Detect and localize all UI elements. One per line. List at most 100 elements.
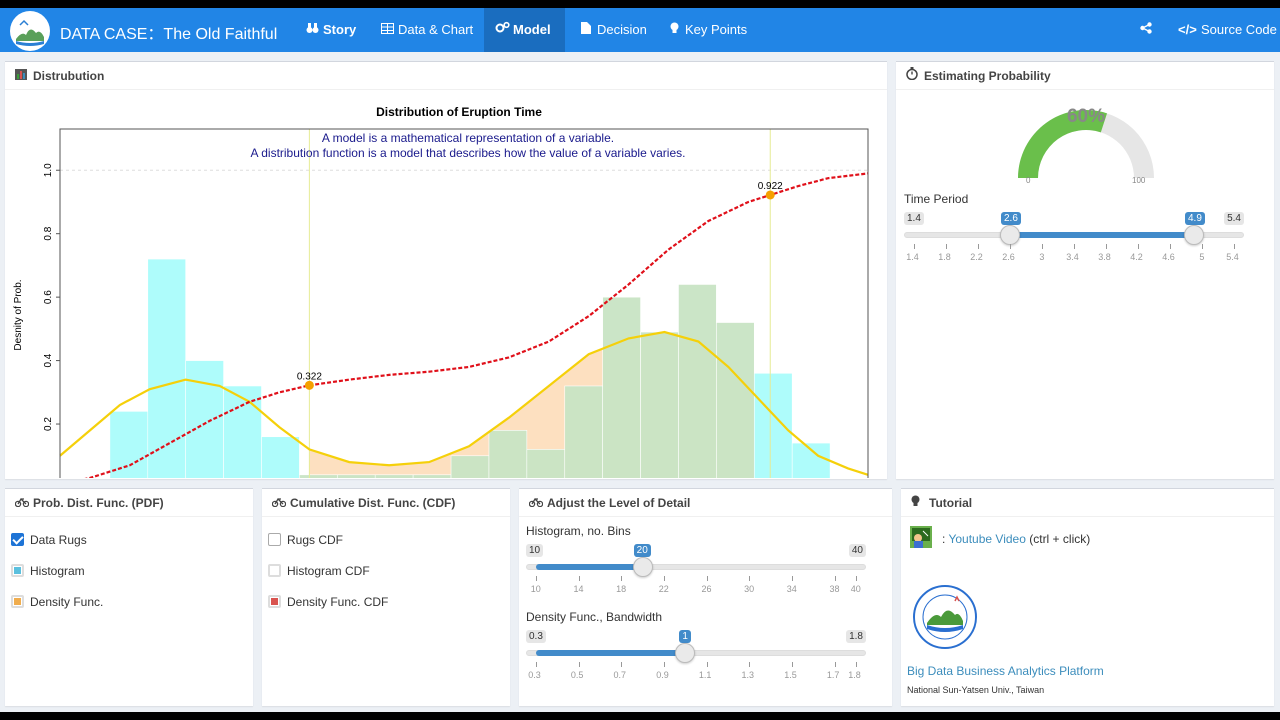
- bandwidth-label: Density Func., Bandwidth: [526, 610, 663, 624]
- bicycle-icon: [271, 489, 287, 517]
- slider-handle[interactable]: [675, 643, 696, 663]
- slider-tick-label: 1.7: [826, 670, 840, 680]
- slider-tick: [1202, 244, 1203, 249]
- slider-tick: [1074, 244, 1075, 249]
- slider-tick-label: 1.3: [741, 670, 755, 680]
- slider-handle-from[interactable]: [1000, 225, 1020, 245]
- checkbox-icon[interactable]: [11, 595, 24, 608]
- nav-data-chart[interactable]: Data & Chart: [369, 8, 483, 52]
- slider-tick: [664, 576, 665, 581]
- share-button[interactable]: [1128, 8, 1167, 52]
- histogram-bar-4: [261, 436, 300, 478]
- cdf-panel-header: Cumulative Dist. Func. (CDF): [262, 489, 510, 517]
- slider-tick-label: 34: [786, 584, 797, 594]
- slider-tick: [536, 662, 537, 667]
- checkbox-icon[interactable]: [268, 533, 281, 546]
- time-period-slider[interactable]: 1.4 5.4 2.6 4.9 1.4 1.8 2.2 2.6 3 3.4 3.8 4.2 4.6 5 5.…: [904, 212, 1244, 272]
- histogram-label: Histogram: [30, 564, 85, 578]
- slider-tick-label: 0.5: [570, 670, 584, 680]
- detail-panel: Adjust the Level of Detail: [519, 488, 892, 706]
- slider-track[interactable]: [526, 564, 866, 570]
- rugs-cdf-checkbox[interactable]: Rugs CDF: [268, 531, 343, 549]
- bandwidth-slider[interactable]: 0.3 1.8 1 0.3 0.5 0.7 0.9 1.1 1.3 1.5 1.7 1.8: [526, 630, 866, 690]
- platform-link[interactable]: Big Data Business Analytics Platform: [907, 664, 1104, 678]
- histogram-bar-6: [337, 474, 376, 478]
- histogram-cdf-checkbox[interactable]: Histogram CDF: [268, 562, 370, 580]
- slider-tick: [536, 576, 537, 581]
- density-func-checkbox[interactable]: Density Func.: [11, 593, 103, 611]
- slider-tick-label: 26: [701, 584, 712, 594]
- slider-tick: [749, 576, 751, 581]
- slider-tick: [856, 576, 857, 581]
- checkbox-checked-icon[interactable]: [11, 533, 24, 546]
- bins-label: Histogram, no. Bins: [526, 524, 631, 538]
- histogram-bar-18: [791, 442, 831, 478]
- tutorial-suffix: (ctrl + click): [1029, 532, 1091, 546]
- tutorial-title: Tutorial: [929, 496, 973, 510]
- top-navbar: DATA CASE：The Old Faithful Story Data & …: [0, 8, 1280, 52]
- pdf-title: Prob. Dist. Func. (PDF): [33, 496, 164, 510]
- binoculars-icon: [304, 8, 320, 52]
- code-icon: </>: [1178, 22, 1197, 37]
- slider-tick: [578, 576, 580, 581]
- tutorial-link-line: : Youtube Video (ctrl + click): [942, 532, 1090, 546]
- bins-slider[interactable]: 10 40 20 10 14 18 22 26 30 34 38 40: [526, 544, 866, 604]
- slider-tick: [621, 662, 623, 667]
- cdf-marker-1: [765, 190, 775, 200]
- slider-tick-label: 10: [530, 584, 541, 594]
- histogram-bar-15: [678, 284, 717, 478]
- probability-panel: Estimating Probability: [896, 61, 1274, 479]
- brand-logo-icon[interactable]: [10, 11, 50, 51]
- histogram-bar-5: [299, 474, 338, 478]
- histogram-bar-11: [526, 449, 566, 478]
- slider-max-label: 1.8: [846, 630, 866, 643]
- teacher-icon: [910, 526, 932, 548]
- slider-tick-label: 2.6: [1002, 252, 1015, 262]
- slider-tick-label: 30: [744, 584, 755, 594]
- slider-tick-label: 4.2: [1130, 252, 1143, 262]
- slider-tick: [621, 576, 623, 581]
- cdf-marker-0: [304, 380, 314, 390]
- university-name: National Sun-Yatsen Univ., Taiwan: [907, 685, 1045, 695]
- slider-tick: [1042, 244, 1043, 249]
- data-rugs-checkbox[interactable]: Data Rugs: [11, 531, 87, 549]
- slider-tick-label: 4.6: [1162, 252, 1175, 262]
- slider-tick: [946, 244, 947, 249]
- histogram-bar-14: [640, 331, 679, 478]
- slider-track[interactable]: [526, 650, 866, 656]
- youtube-video-link[interactable]: Youtube Video: [948, 532, 1026, 546]
- chart-annotation-0: A model is a mathematical representation…: [322, 131, 614, 145]
- y-tick-label-2: 0.4: [43, 353, 54, 367]
- slider-tick-label: 1.4: [906, 252, 919, 262]
- slider-tick-label: 1.1: [698, 670, 712, 680]
- slider-tick: [749, 662, 751, 667]
- slider-handle-to[interactable]: [1184, 225, 1204, 245]
- slider-tick: [978, 244, 979, 249]
- slider-tick: [914, 244, 915, 249]
- histogram-bar-9: [450, 455, 490, 478]
- pdf-panel: Prob. Dist. Func. (PDF) Data Rugs Histog…: [5, 488, 253, 706]
- source-code-link[interactable]: </> Source Code: [1168, 8, 1280, 52]
- app-window: DATA CASE：The Old Faithful Story Data & …: [0, 8, 1280, 712]
- slider-tick-label: 1.8: [938, 252, 951, 262]
- nav-story[interactable]: Story: [294, 8, 366, 52]
- histogram-checkbox[interactable]: Histogram: [11, 562, 85, 580]
- nav-model[interactable]: Model: [484, 8, 565, 52]
- slider-tick-label: 1.5: [784, 670, 797, 680]
- checkbox-icon[interactable]: [268, 595, 281, 608]
- y-tick-label-4: 0.8: [43, 226, 54, 240]
- tutorial-prefix: :: [942, 532, 946, 546]
- slider-tick: [834, 576, 836, 581]
- probability-panel-header: Estimating Probability: [896, 62, 1274, 90]
- bicycle-icon: [528, 489, 544, 517]
- slider-handle[interactable]: [632, 557, 653, 577]
- density-func-cdf-checkbox[interactable]: Density Func. CDF: [268, 593, 388, 611]
- lightbulb-icon: [666, 8, 682, 52]
- gauge-fill: [1018, 110, 1108, 178]
- checkbox-icon[interactable]: [268, 564, 281, 577]
- nav-key-points[interactable]: Key Points: [656, 8, 757, 52]
- checkbox-icon[interactable]: [11, 564, 24, 577]
- nav-decision[interactable]: Decision: [568, 8, 657, 52]
- slider-tick-label: 1.8: [848, 670, 861, 680]
- tutorial-panel-header: Tutorial: [901, 489, 1274, 517]
